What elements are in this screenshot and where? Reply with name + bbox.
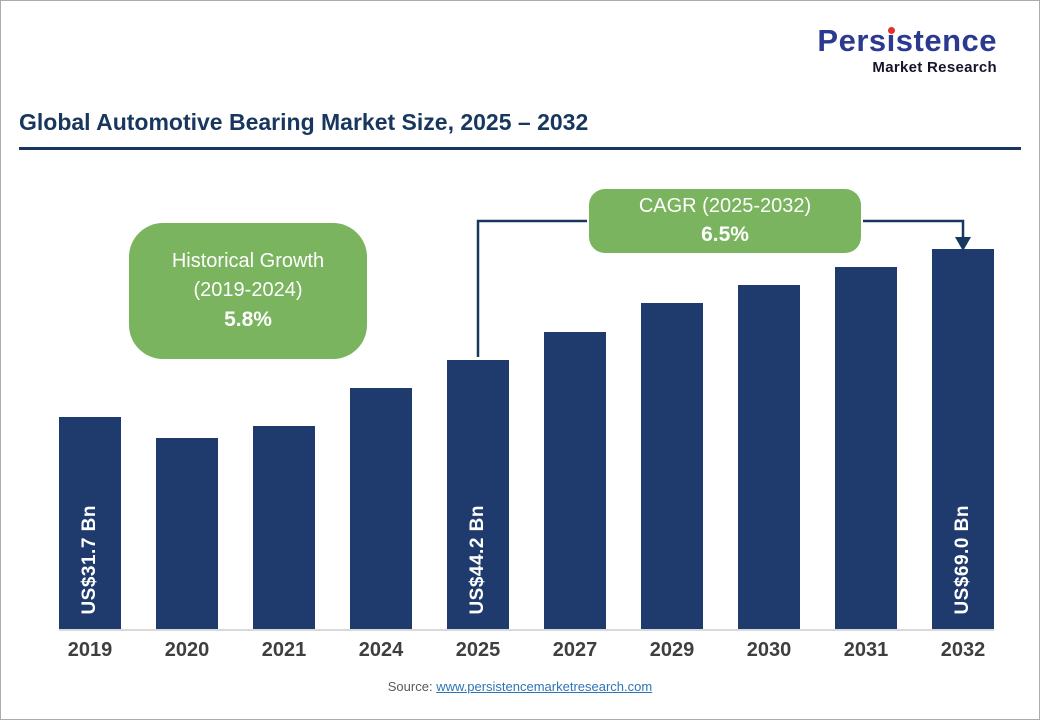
x-axis-label-2024: 2024 (358, 639, 404, 661)
bar-2020 (156, 438, 218, 629)
x-axis-label-2027: 2027 (552, 639, 598, 661)
historical-growth-line1: Historical Growth (171, 249, 325, 272)
bar-2030 (738, 285, 800, 629)
x-axis-label-2025: 2025 (455, 639, 501, 661)
source-line: Source: www.persistencemarketresearch.co… (1, 679, 1039, 694)
logo-tagline: Market Research (872, 59, 997, 76)
x-axis-label-2020: 2020 (164, 639, 210, 661)
cagr-value: 6.5% (701, 223, 749, 247)
bar-value-label-2019: US$31.7 Bn (79, 505, 100, 615)
bar-2024 (350, 388, 412, 629)
logo-brand: Persıstence (817, 25, 997, 56)
bar-2029 (641, 303, 703, 629)
x-axis-label-2031: 2031 (843, 639, 889, 661)
historical-growth-value: 5.8% (224, 307, 272, 331)
source-link[interactable]: www.persistencemarketresearch.com (436, 679, 653, 694)
historical-growth-callout: Historical Growth (2019-2024) 5.8% (129, 223, 367, 359)
logo-brand-part1: Pers (817, 23, 887, 58)
bar-2027 (544, 332, 606, 629)
bar-value-label-2025: US$44.2 Bn (467, 505, 488, 615)
historical-growth-line2: (2019-2024) (193, 278, 303, 301)
x-axis-label-2032: 2032 (940, 639, 986, 661)
logo-brand-part2: stence (895, 23, 997, 58)
plot-area: US$31.7 Bn US$44.2 Bn US$69.0 Bn (59, 171, 994, 631)
bar-2032: US$69.0 Bn (932, 249, 994, 629)
bar-2021 (253, 426, 315, 629)
bar-value-label-2032: US$69.0 Bn (952, 505, 973, 615)
x-axis-label-2019: 2019 (67, 639, 113, 661)
x-axis-label-2021: 2021 (261, 639, 307, 661)
x-axis-label-2029: 2029 (649, 639, 695, 661)
x-axis-labels: 2019 2020 2021 2024 2025 2027 2029 2030 2031 2032 (59, 639, 994, 662)
cagr-line1: CAGR (2025-2032) (638, 195, 812, 218)
bar-2019: US$31.7 Bn (59, 417, 121, 629)
logo-i-red-dot-icon: ı (886, 23, 896, 58)
chart-title: Global Automotive Bearing Market Size, 2… (19, 109, 589, 135)
x-axis-label-2030: 2030 (746, 639, 792, 661)
bar-2031 (835, 267, 897, 629)
title-underline (19, 147, 1021, 150)
source-label: Source: (387, 679, 437, 694)
bar-2025: US$44.2 Bn (447, 360, 509, 629)
cagr-callout: CAGR (2025-2032) 6.5% (589, 189, 861, 253)
logo: Persıstence Market Research (817, 25, 997, 75)
